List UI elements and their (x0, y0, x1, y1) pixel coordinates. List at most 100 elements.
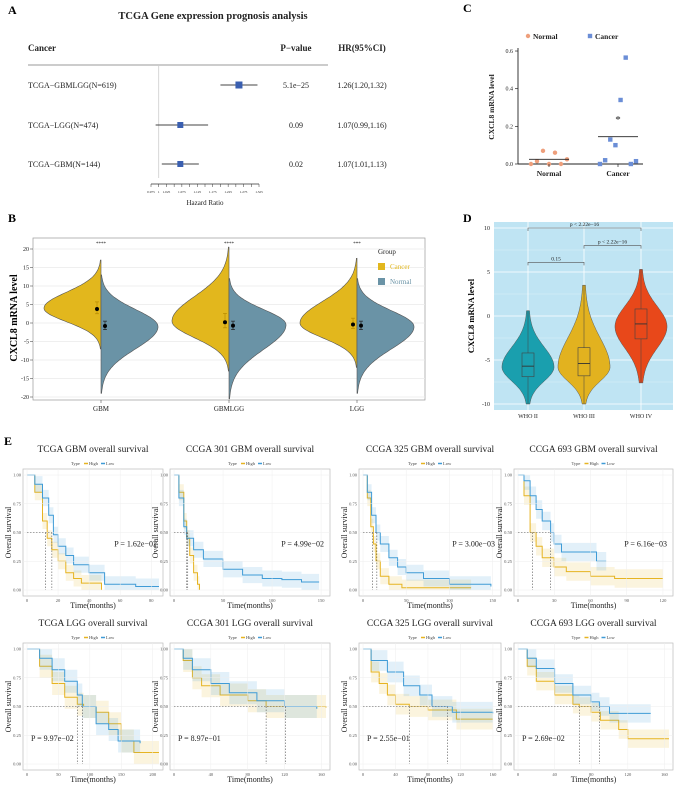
ci-band-low (174, 649, 317, 721)
p-value-label: P = 8.97e−01 (178, 734, 221, 743)
mean-point (103, 323, 107, 328)
y-tick-label: 0.75 (13, 501, 22, 506)
legend-label: Cancer (595, 32, 619, 41)
p-value-label: P = 6.16e−03 (624, 539, 667, 548)
y-tick-label: 0.25 (504, 559, 513, 564)
data-point (602, 158, 608, 163)
y-tick-label: 0.75 (13, 675, 22, 680)
data-point (623, 55, 628, 60)
p-value-label: P = 2.69e−02 (522, 734, 565, 743)
p-value-label: P = 2.55e−01 (367, 734, 410, 743)
x-tick-label: 150 (489, 598, 497, 603)
data-point (528, 161, 534, 167)
y-tick-label: 5 (26, 303, 29, 309)
x-tick-label: 1.125 (193, 190, 201, 194)
x-tick-label: 0 (362, 772, 365, 777)
x-tick-label: 150 (318, 598, 326, 603)
y-axis-title: Overall survival (495, 506, 504, 559)
legend-label: High (590, 461, 600, 466)
y-axis-title: CXCL8 mRNA level (466, 278, 476, 353)
plot-title: CCGA 325 LGG overall survival (367, 619, 493, 629)
mean-point (231, 323, 235, 328)
data-point (597, 161, 603, 167)
y-tick-label: 0.25 (160, 733, 169, 738)
legend-label: Low (263, 461, 272, 466)
legend-title: Type (408, 461, 417, 466)
y-axis-title: Overall survival (495, 680, 504, 733)
legend-swatch (378, 263, 385, 270)
row-hr: 1.07(0.99,1.16) (337, 121, 387, 130)
survival-curve-low (27, 648, 141, 744)
plot-title: TCGA LGG overall survival (39, 619, 148, 629)
plot-title: CCGA 301 LGG overall survival (187, 619, 313, 629)
y-tick-label: 10 (23, 284, 29, 290)
y-tick-label: 0 (487, 314, 490, 320)
x-tick-label: 30 (552, 598, 557, 603)
legend-title: Type (408, 635, 417, 640)
x-tick-label: 0 (362, 598, 365, 603)
forest-title: TCGA Gene expression prognosis analysis (118, 11, 307, 22)
panel-label-A: A (8, 3, 17, 17)
p-value-label: P = 3.00e−03 (452, 539, 495, 548)
x-tick-label: 120 (624, 772, 632, 777)
x-tick-label: 60 (588, 598, 593, 603)
x-axis-title: Time(months) (407, 601, 453, 610)
row-pvalue: 0.02 (289, 160, 303, 169)
significance-label: **** (96, 242, 107, 247)
y-tick-label: 10 (484, 226, 490, 232)
x-tick-label: 80 (149, 598, 154, 603)
legend-title: Group (378, 248, 396, 256)
y-tick-label: 1.00 (160, 473, 169, 478)
y-tick-label: 0.00 (160, 762, 169, 767)
legend-label: High (89, 635, 99, 640)
ci-band-low (27, 649, 141, 755)
ci-band-low (518, 475, 607, 571)
y-tick-label: 0.00 (349, 762, 358, 767)
comparison-bracket (527, 227, 642, 231)
p-value-label: P = 4.99e−02 (281, 539, 324, 548)
data-point (633, 158, 639, 164)
plot-title: CCGA 693 LGG overall survival (530, 619, 656, 629)
survival-curve-low (174, 474, 320, 583)
y-axis-title: CXCL8 mRNA level (9, 274, 20, 361)
ci-band-high (518, 649, 669, 748)
survival-curve-low (27, 474, 159, 587)
x-tick-label: 1.025 (163, 190, 171, 194)
x-axis-title: Time(months) (70, 601, 116, 610)
y-axis-title: Overall survival (4, 506, 13, 559)
x-tick-label: 120 (457, 772, 465, 777)
ci-band-high (27, 475, 102, 590)
survival-curve-high (518, 474, 663, 579)
y-tick-label: 0.0 (506, 162, 514, 168)
y-tick-label: 0.75 (349, 501, 358, 506)
legend-label: Low (607, 635, 616, 640)
p-value-label: P = 1.62e−02 (114, 539, 157, 548)
row-hr: 1.26(1.20,1.32) (337, 81, 387, 90)
y-tick-label: 0.25 (13, 559, 22, 564)
comparison-label: p < 2.22e−16 (598, 240, 628, 246)
x-tick-label: 0 (517, 598, 520, 603)
y-tick-label: 0.50 (349, 704, 358, 709)
legend-label: High (246, 635, 256, 640)
y-tick-label: 0.25 (13, 733, 22, 738)
plot-title: CCGA 693 GBM overall survival (529, 445, 658, 455)
x-tick-label: WHO IV (630, 414, 653, 420)
y-tick-label: 0.50 (13, 530, 22, 535)
ci-band-low (518, 649, 651, 723)
y-tick-label: 1.00 (160, 647, 169, 652)
violin-normal (100, 274, 159, 394)
x-tick-label: 1.225 (224, 190, 232, 194)
x-axis-title: Time(months) (407, 775, 453, 784)
y-tick-label: 0.4 (506, 87, 514, 93)
x-tick-label: WHO III (573, 414, 595, 420)
legend-label: Normal (533, 32, 558, 41)
header-pvalue: P−value (280, 43, 311, 53)
legend-label: Low (607, 461, 616, 466)
x-tick-label: 160 (490, 772, 498, 777)
y-tick-label: 0.6 (506, 49, 514, 55)
x-tick-label: 80 (245, 772, 250, 777)
y-tick-label: 1.00 (13, 473, 22, 478)
plot-title: CCGA 325 GBM overall survival (366, 445, 495, 455)
x-axis-title: Time(months) (227, 775, 273, 784)
data-point (558, 161, 564, 167)
